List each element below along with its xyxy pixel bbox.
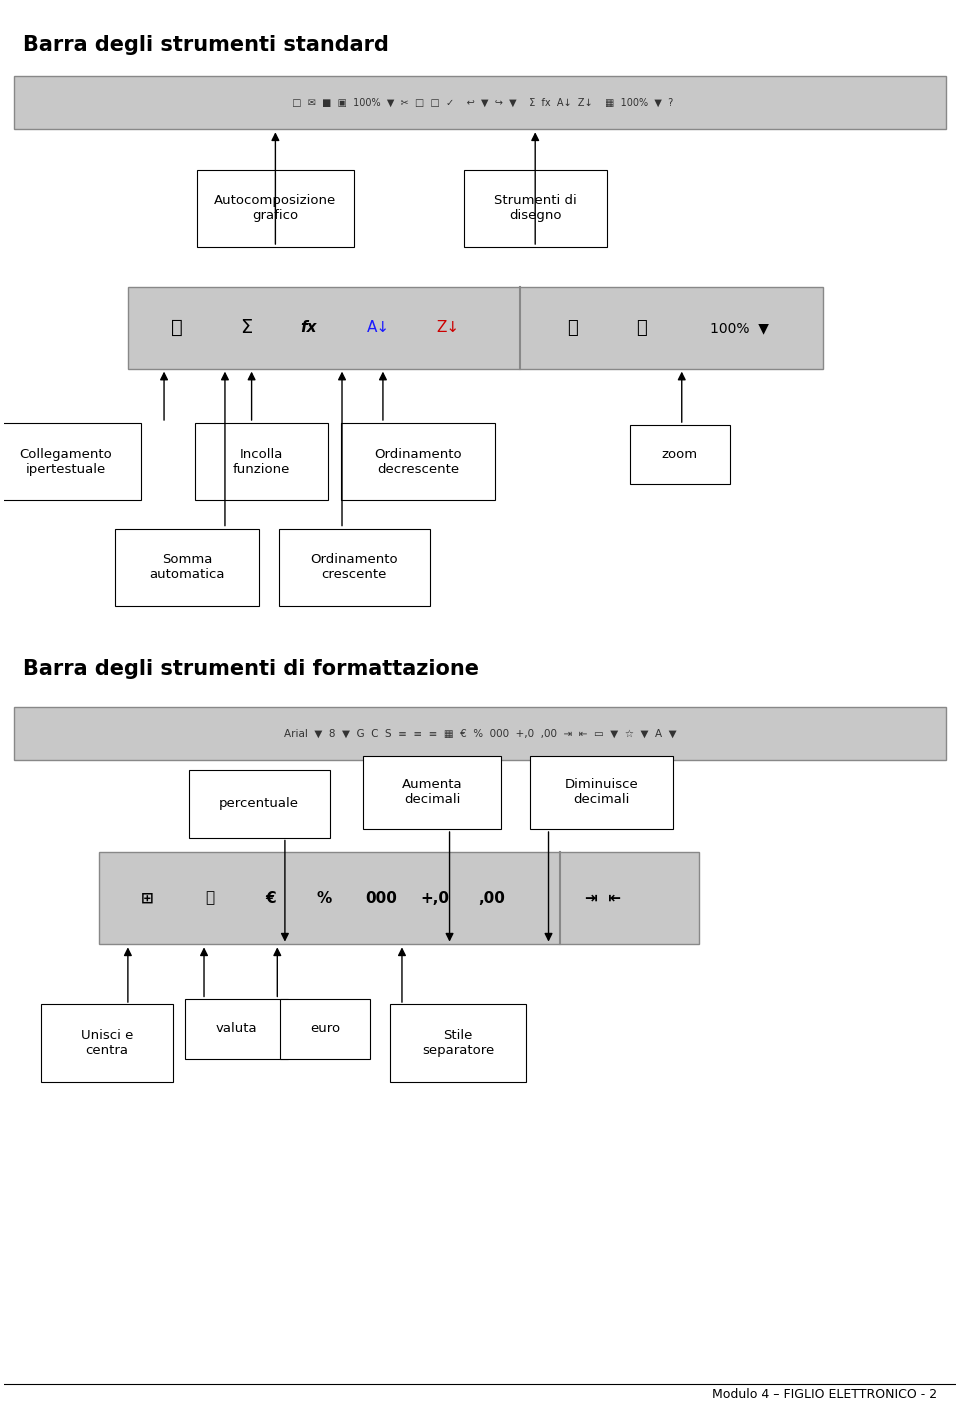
- Text: Arial  ▼  8  ▼  G  C  S  ≡  ≡  ≡  ▦  €  %  000  +,0  ,00  ⇥  ⇤  ▭  ▼  ☆  ▼  A  ▼: Arial ▼ 8 ▼ G C S ≡ ≡ ≡ ▦ € % 000 +,0 ,0…: [284, 728, 676, 738]
- FancyBboxPatch shape: [279, 1000, 371, 1059]
- FancyBboxPatch shape: [13, 76, 947, 129]
- Text: %: %: [317, 891, 332, 906]
- FancyBboxPatch shape: [364, 756, 501, 828]
- Text: Unisci e
centra: Unisci e centra: [81, 1029, 133, 1056]
- Text: □  ✉  ■  ▣  100%  ▼  ✂  □  □  ✓    ↩  ▼  ↪  ▼    Σ  fx  A↓  Z↓    ▦  100%  ▼  ?: □ ✉ ■ ▣ 100% ▼ ✂ □ □ ✓ ↩ ▼ ↪ ▼ Σ fx A↓ Z…: [286, 98, 674, 108]
- Text: Somma
automatica: Somma automatica: [149, 554, 225, 581]
- FancyBboxPatch shape: [189, 770, 329, 837]
- Text: Stile
separatore: Stile separatore: [422, 1029, 494, 1056]
- Text: 📊: 📊: [567, 319, 578, 337]
- FancyBboxPatch shape: [185, 1000, 288, 1059]
- FancyBboxPatch shape: [630, 425, 730, 484]
- Text: fx: fx: [300, 320, 317, 336]
- FancyBboxPatch shape: [197, 170, 354, 246]
- Text: ,00: ,00: [479, 891, 506, 906]
- FancyBboxPatch shape: [0, 423, 141, 500]
- Text: Collegamento
ipertestuale: Collegamento ipertestuale: [19, 447, 112, 476]
- FancyBboxPatch shape: [13, 707, 947, 760]
- Text: zoom: zoom: [661, 447, 698, 462]
- Text: 000: 000: [365, 891, 397, 906]
- Text: 100%  ▼: 100% ▼: [709, 321, 769, 336]
- Text: Ordinamento
decrescente: Ordinamento decrescente: [374, 447, 462, 476]
- Text: ⊞: ⊞: [141, 891, 154, 906]
- Text: Incolla
funzione: Incolla funzione: [232, 447, 290, 476]
- Text: Ordinamento
crescente: Ordinamento crescente: [311, 554, 398, 581]
- Text: €: €: [265, 891, 276, 906]
- Text: +,0: +,0: [420, 891, 449, 906]
- FancyBboxPatch shape: [464, 170, 607, 246]
- Text: Σ: Σ: [240, 319, 252, 337]
- FancyBboxPatch shape: [279, 528, 429, 606]
- FancyBboxPatch shape: [390, 1004, 526, 1082]
- FancyBboxPatch shape: [341, 423, 495, 500]
- FancyBboxPatch shape: [531, 756, 673, 828]
- Text: Barra degli strumenti standard: Barra degli strumenti standard: [23, 35, 389, 55]
- FancyBboxPatch shape: [41, 1004, 173, 1082]
- Text: Diminuisce
decimali: Diminuisce decimali: [564, 779, 638, 807]
- Text: Aumenta
decimali: Aumenta decimali: [402, 779, 463, 807]
- Text: euro: euro: [310, 1022, 340, 1035]
- Text: valuta: valuta: [216, 1022, 257, 1035]
- Text: 🖼: 🖼: [636, 319, 647, 337]
- Text: 💹: 💹: [205, 891, 215, 906]
- Text: ⇥  ⇤: ⇥ ⇤: [585, 891, 621, 906]
- FancyBboxPatch shape: [99, 852, 699, 944]
- FancyBboxPatch shape: [114, 528, 259, 606]
- Text: 🌐: 🌐: [171, 319, 182, 337]
- Text: Strumenti di
disegno: Strumenti di disegno: [493, 194, 577, 222]
- Text: A↓: A↓: [367, 320, 390, 336]
- FancyBboxPatch shape: [195, 423, 327, 500]
- Text: Z↓: Z↓: [436, 320, 459, 336]
- Text: percentuale: percentuale: [219, 797, 300, 810]
- Text: Autocomposizione
grafico: Autocomposizione grafico: [214, 194, 337, 222]
- Text: Barra degli strumenti di formattazione: Barra degli strumenti di formattazione: [23, 658, 479, 678]
- Text: Modulo 4 – FIGLIO ELETTRONICO - 2: Modulo 4 – FIGLIO ELETTRONICO - 2: [711, 1389, 937, 1402]
- FancyBboxPatch shape: [128, 287, 823, 368]
